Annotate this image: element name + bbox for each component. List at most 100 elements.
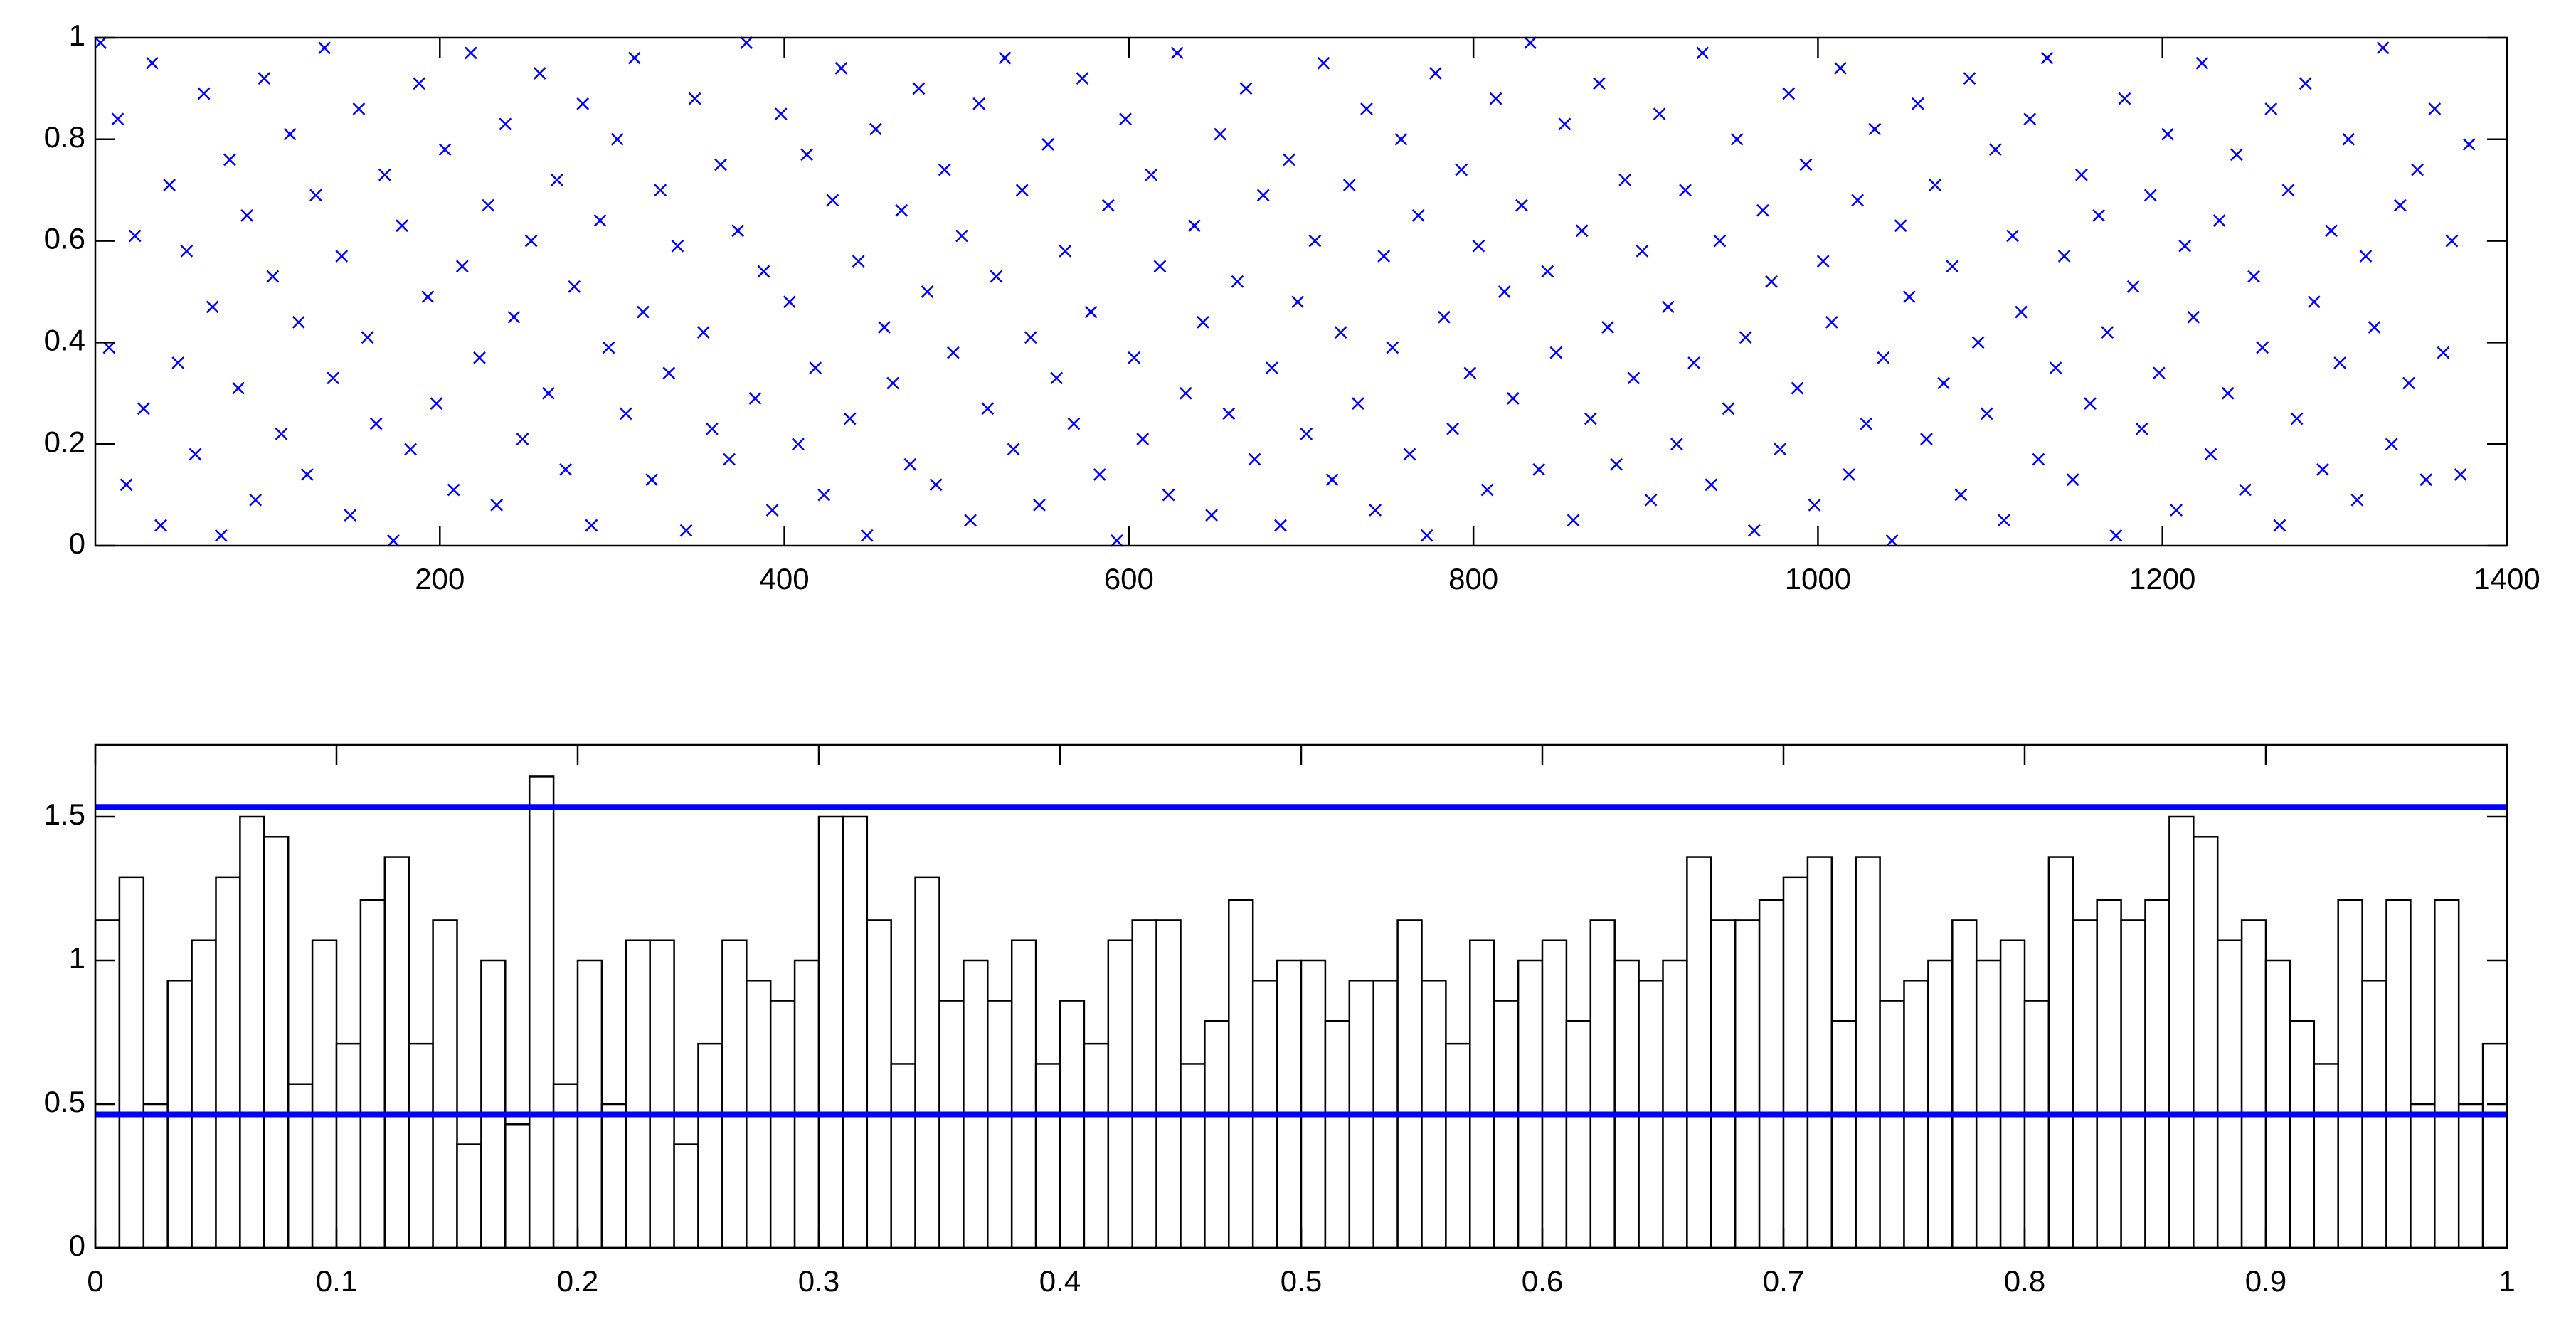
marker xyxy=(189,448,202,461)
marker xyxy=(826,194,839,207)
bar xyxy=(576,959,603,1249)
marker xyxy=(309,189,322,202)
marker xyxy=(1429,67,1442,80)
marker xyxy=(1489,92,1502,105)
bar xyxy=(2144,899,2170,1249)
bar xyxy=(1059,1000,1086,1249)
marker xyxy=(1747,524,1761,537)
bar xyxy=(1107,939,1133,1249)
marker xyxy=(1033,498,1046,512)
marker xyxy=(361,331,374,344)
marker xyxy=(1377,250,1391,263)
marker xyxy=(1136,433,1150,445)
marker xyxy=(1197,315,1209,329)
marker xyxy=(1231,275,1244,288)
marker xyxy=(878,321,891,334)
marker xyxy=(1411,209,1425,222)
bar xyxy=(1589,919,1616,1249)
marker xyxy=(1627,371,1641,385)
marker xyxy=(628,51,641,65)
bar xyxy=(697,1042,723,1249)
marker xyxy=(258,72,271,85)
marker xyxy=(2393,198,2407,212)
marker xyxy=(1248,452,1261,466)
marker xyxy=(2015,305,2028,319)
marker xyxy=(964,514,977,527)
marker xyxy=(387,534,400,547)
marker xyxy=(696,326,710,339)
marker xyxy=(2307,295,2321,309)
marker xyxy=(300,468,314,481)
axes-box xyxy=(94,36,2508,547)
marker xyxy=(1532,463,1546,476)
marker xyxy=(1274,519,1287,532)
bar xyxy=(1879,1000,1905,1249)
marker xyxy=(102,341,116,354)
bar xyxy=(1710,919,1737,1249)
marker xyxy=(1988,143,2002,156)
marker xyxy=(654,184,667,197)
marker xyxy=(2445,234,2459,248)
marker xyxy=(2350,493,2364,507)
marker xyxy=(1128,351,1141,364)
marker xyxy=(895,203,908,217)
marker xyxy=(2325,224,2338,238)
marker xyxy=(1937,376,1951,390)
marker xyxy=(938,163,951,176)
marker xyxy=(2402,376,2415,390)
x-tick-label: 1000 xyxy=(1785,562,1851,595)
marker xyxy=(585,519,598,532)
marker xyxy=(1816,255,1830,268)
bar xyxy=(600,1103,627,1249)
marker xyxy=(1360,102,1373,115)
x-tick-label: 600 xyxy=(1104,562,1154,595)
x-tick-label: 0.7 xyxy=(1763,1264,1804,1298)
bar xyxy=(2385,899,2412,1249)
bar xyxy=(1010,939,1037,1249)
bar xyxy=(1396,919,1423,1249)
marker xyxy=(1696,46,1710,60)
marker xyxy=(180,244,194,258)
marker xyxy=(1920,433,1933,445)
marker xyxy=(1162,488,1175,502)
marker xyxy=(2454,468,2467,481)
marker xyxy=(2437,346,2450,359)
bar xyxy=(1782,876,1809,1249)
bar xyxy=(938,1000,965,1249)
marker xyxy=(679,524,693,537)
marker xyxy=(1291,295,1305,309)
marker xyxy=(146,56,159,70)
marker xyxy=(275,428,288,440)
marker xyxy=(800,148,813,162)
marker xyxy=(2411,163,2424,176)
bar xyxy=(311,939,338,1249)
bar xyxy=(1324,1020,1351,1249)
marker xyxy=(2109,529,2123,542)
marker xyxy=(740,36,753,50)
bar xyxy=(2193,836,2219,1249)
marker xyxy=(1084,305,1098,319)
marker xyxy=(809,361,822,374)
marker xyxy=(2385,438,2398,451)
marker xyxy=(1050,371,1064,385)
marker xyxy=(619,407,632,420)
marker xyxy=(748,392,762,405)
marker xyxy=(438,143,452,156)
marker xyxy=(335,250,349,263)
marker xyxy=(404,443,418,456)
marker xyxy=(1843,468,1855,481)
marker xyxy=(1799,158,1813,171)
marker xyxy=(1179,386,1192,400)
bar xyxy=(2168,815,2195,1249)
marker xyxy=(2221,386,2235,400)
bar xyxy=(2289,1020,2316,1249)
marker xyxy=(2049,361,2062,374)
x-tick-label: 0.2 xyxy=(557,1264,598,1298)
marker xyxy=(292,315,305,329)
marker xyxy=(1041,138,1054,151)
marker xyxy=(1119,112,1132,126)
marker xyxy=(1317,56,1330,70)
marker xyxy=(1610,457,1623,471)
